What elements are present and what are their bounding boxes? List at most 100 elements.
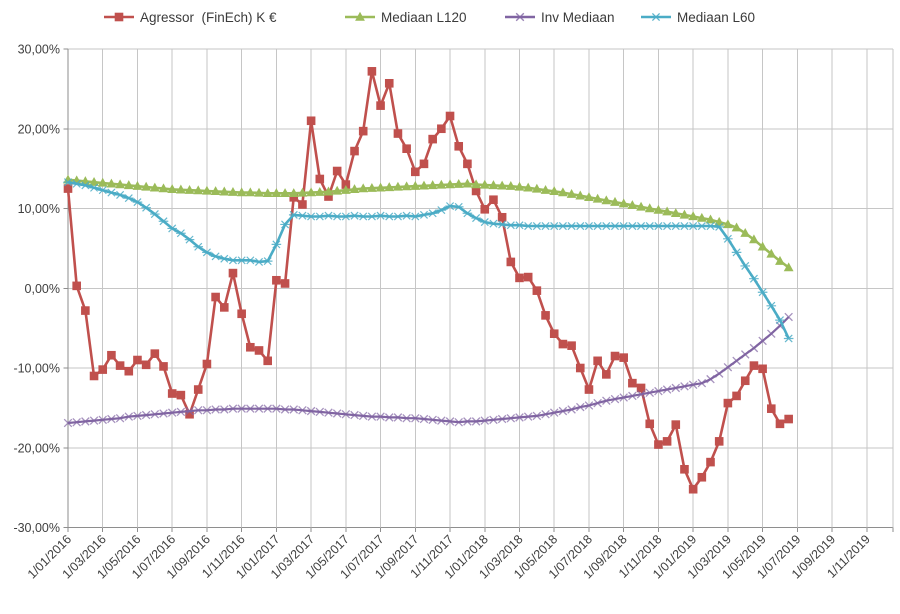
- square-marker-icon: [254, 346, 264, 355]
- triangle-marker-icon: [297, 187, 308, 197]
- star-marker-icon: [558, 222, 568, 231]
- star-marker-icon: [158, 217, 169, 226]
- square-marker-icon: [784, 414, 793, 424]
- square-marker-icon: [575, 363, 585, 373]
- triangle-marker-icon: [245, 187, 256, 197]
- square-marker-icon: [749, 361, 759, 370]
- triangle-marker-icon: [219, 186, 230, 196]
- x-marker-icon: [72, 417, 81, 427]
- triangle-marker-icon: [610, 196, 620, 206]
- star-marker-icon: [575, 222, 586, 231]
- x-marker-icon: [576, 402, 585, 412]
- axis-ticks: [63, 48, 894, 532]
- square-marker-icon: [315, 174, 325, 184]
- x-marker-icon: [628, 391, 637, 401]
- star-marker-icon: [610, 222, 620, 231]
- x-marker-icon: [63, 418, 73, 428]
- triangle-marker-icon: [601, 195, 612, 205]
- square-marker-icon: [506, 257, 516, 267]
- square-marker-icon: [489, 195, 498, 205]
- square-marker-icon: [167, 389, 177, 398]
- star-marker-icon: [488, 219, 499, 228]
- triangle-marker-icon: [358, 183, 369, 193]
- square-marker-icon: [645, 419, 655, 429]
- x-marker-icon: [662, 385, 672, 394]
- x-marker-icon: [237, 404, 246, 413]
- square-marker-icon: [541, 311, 550, 320]
- x-marker-icon: [584, 401, 594, 410]
- series-0: [63, 67, 793, 494]
- legend-marker-x-icon: [504, 10, 536, 24]
- x-marker-icon: [636, 390, 646, 399]
- triangle-marker-icon: [592, 193, 603, 203]
- x-marker-icon: [602, 396, 611, 405]
- square-marker-icon: [81, 306, 90, 315]
- square-marker-icon: [298, 200, 307, 209]
- square-marker-icon: [593, 356, 602, 366]
- x-marker-icon: [81, 417, 90, 426]
- x-marker-icon: [723, 362, 733, 372]
- star-marker-icon: [106, 188, 117, 197]
- legend-item-mediaan-l60: Mediaan L60: [640, 6, 755, 28]
- square-marker-icon: [263, 356, 272, 366]
- triangle-marker-icon: [228, 186, 238, 196]
- triangle-marker-icon: [453, 178, 464, 188]
- star-marker-icon: [453, 202, 464, 211]
- square-marker-icon: [628, 378, 637, 388]
- x-marker-icon: [558, 406, 568, 416]
- triangle-marker-icon: [314, 186, 325, 196]
- x-marker-icon: [497, 414, 507, 424]
- square-marker-icon: [714, 437, 724, 446]
- triangle-marker-icon: [575, 190, 586, 200]
- star-marker-icon: [132, 198, 143, 207]
- star-marker-icon: [193, 242, 204, 251]
- triangle-marker-icon: [627, 200, 638, 210]
- star-marker-icon: [184, 235, 195, 244]
- square-marker-icon: [497, 212, 507, 222]
- square-marker-icon: [384, 78, 394, 88]
- triangle-marker-icon: [89, 176, 99, 186]
- legend-item-agressor: Agressor (FinEch) K €: [103, 6, 277, 28]
- x-marker-icon: [549, 408, 559, 417]
- x-marker-icon: [332, 409, 342, 418]
- x-marker-icon: [758, 336, 767, 346]
- star-marker-icon: [245, 256, 256, 265]
- square-marker-icon: [732, 391, 741, 401]
- x-marker-icon: [749, 343, 759, 353]
- triangle-marker-icon: [262, 188, 273, 198]
- star-marker-icon: [731, 248, 742, 257]
- triangle-marker-icon: [514, 181, 525, 191]
- legend-marker-triangle-icon: [344, 10, 376, 24]
- star-marker-icon: [63, 178, 73, 187]
- triangle-marker-icon: [132, 180, 143, 190]
- legend-item-inv-mediaan: Inv Mediaan: [504, 6, 615, 28]
- x-marker-icon: [463, 417, 472, 426]
- star-marker-icon: [280, 220, 290, 229]
- square-marker-icon: [350, 146, 359, 156]
- x-marker-icon: [384, 413, 394, 422]
- star-marker-icon: [749, 274, 759, 283]
- star-marker-icon: [644, 222, 655, 231]
- x-marker-icon: [567, 405, 576, 414]
- square-marker-icon: [775, 419, 785, 429]
- x-marker-icon: [471, 417, 481, 426]
- star-marker-icon: [288, 210, 299, 219]
- x-marker-icon: [107, 414, 116, 424]
- square-marker-icon: [766, 404, 776, 413]
- square-marker-icon: [272, 275, 281, 285]
- square-marker-icon: [402, 144, 411, 153]
- square-marker-icon: [237, 309, 246, 319]
- series-markers-1: [63, 174, 794, 272]
- star-marker-icon: [262, 257, 273, 266]
- star-marker-icon: [384, 212, 395, 221]
- y-tick-label: -10,00%: [13, 362, 60, 376]
- x-marker-icon: [654, 386, 663, 396]
- square-marker-icon: [471, 186, 481, 196]
- x-marker-icon: [619, 393, 628, 402]
- x-marker-icon: [150, 409, 160, 419]
- triangle-marker-icon: [722, 219, 733, 229]
- star-marker-icon: [228, 256, 238, 265]
- triangle-marker-icon: [488, 180, 499, 190]
- legend-item-mediaan-l120: Mediaan L120: [344, 6, 467, 28]
